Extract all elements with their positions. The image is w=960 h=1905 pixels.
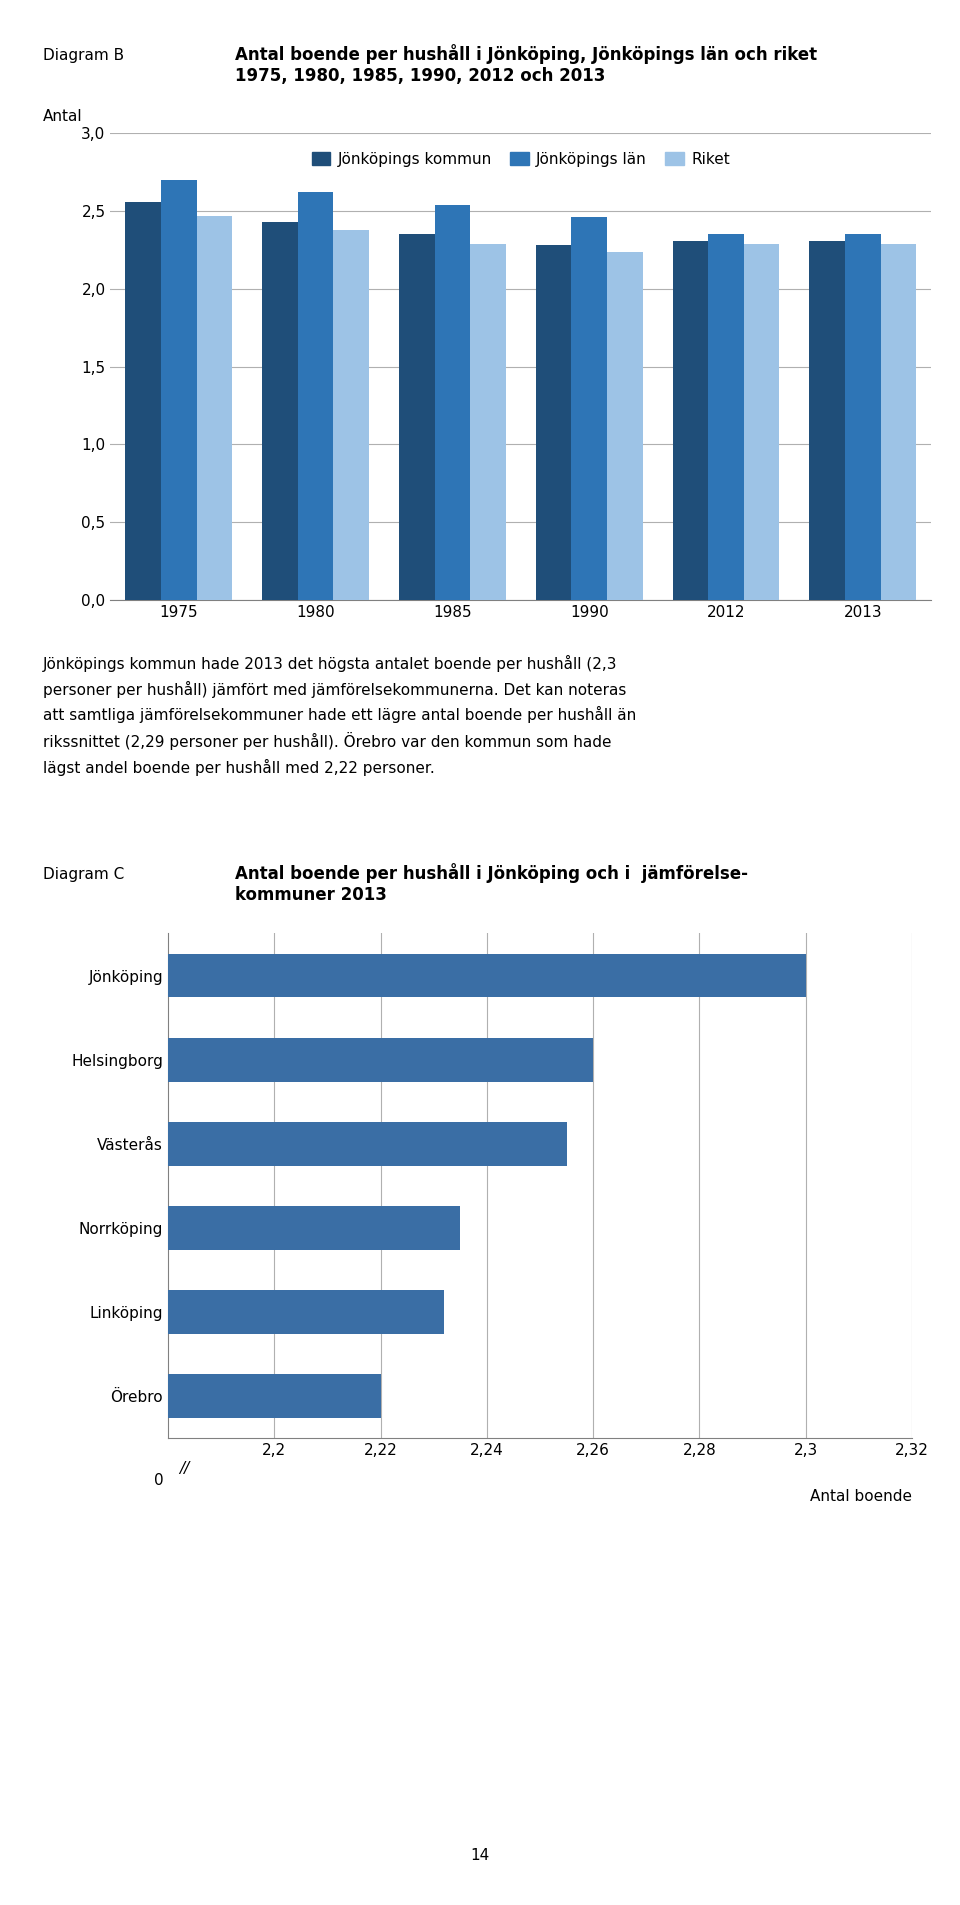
Bar [298,192,333,600]
Bar [0,1290,444,1334]
Text: Antal: Antal [43,109,83,124]
Bar [161,181,197,600]
Text: Antal boende per hushåll i Jönköping, Jönköpings län och riket
1975, 1980, 1985,: Antal boende per hushåll i Jönköping, Jö… [235,44,817,84]
Bar [809,240,845,600]
Bar [0,954,805,998]
Bar [0,1374,380,1417]
Bar [708,234,744,600]
Legend: Jönköpings kommun, Jönköpings län, Riket: Jönköpings kommun, Jönköpings län, Riket [305,145,736,173]
Bar [607,251,642,600]
Bar [0,1206,460,1250]
Text: Antal boende per hushåll i Jönköping och i  jämförelse-
kommuner 2013: Antal boende per hushåll i Jönköping och… [235,863,748,903]
Bar [435,206,470,600]
Text: Jönköpings kommun hade 2013 det högsta antalet boende per hushåll (2,3
personer : Jönköpings kommun hade 2013 det högsta a… [43,655,636,775]
Text: 0: 0 [154,1473,163,1488]
Bar [126,202,161,600]
Bar [673,240,708,600]
Bar [880,244,916,600]
Bar [262,223,298,600]
Bar [470,244,506,600]
Bar [536,246,571,600]
Text: Diagram C: Diagram C [43,867,125,882]
Bar [0,1122,566,1166]
Bar [197,215,232,600]
Text: Diagram B: Diagram B [43,48,125,63]
Bar [0,1038,593,1082]
Bar [571,217,607,600]
Bar [845,234,880,600]
Text: //: // [180,1461,190,1476]
Bar [333,231,369,600]
Bar [744,244,780,600]
Bar [399,234,435,600]
X-axis label: Antal boende: Antal boende [810,1490,912,1503]
Text: 14: 14 [470,1848,490,1863]
